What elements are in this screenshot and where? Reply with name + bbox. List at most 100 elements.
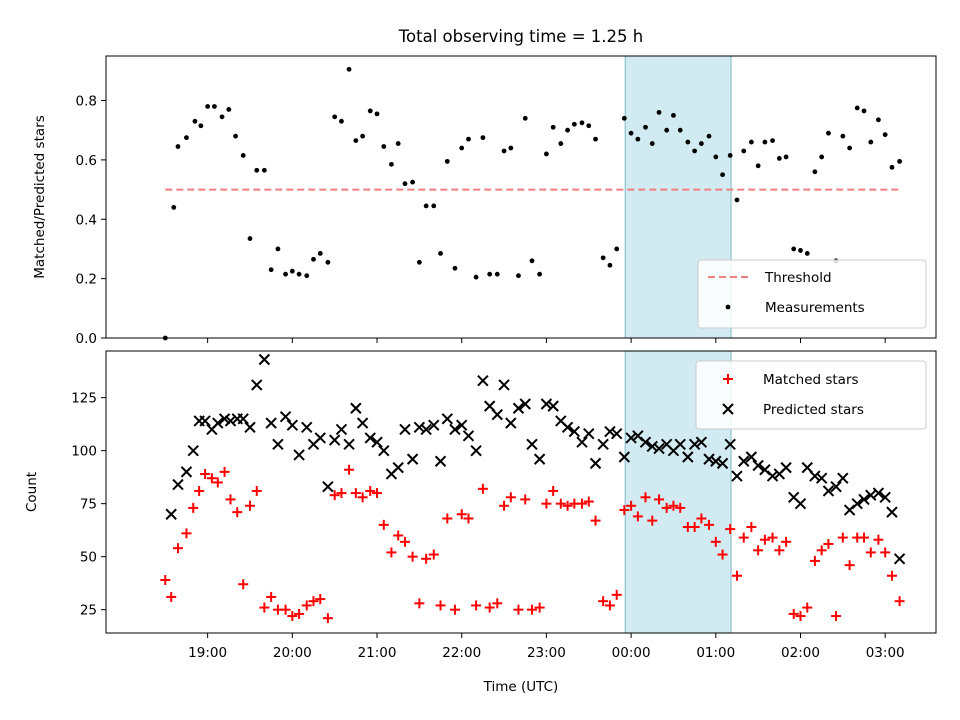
measurement-point bbox=[791, 246, 797, 252]
x-tick-label: 01:00 bbox=[696, 645, 735, 661]
bottom-panel: 25 50 75 100 125 19:00 20:00 21:00 22:00 23:00 00… bbox=[24, 350, 937, 695]
measurement-point bbox=[868, 139, 874, 145]
predicted-stars-point bbox=[710, 455, 722, 467]
predicted-stars-point bbox=[343, 438, 355, 451]
matched-stars-point bbox=[781, 536, 792, 547]
predicted-stars-point bbox=[716, 457, 729, 470]
measurement-point bbox=[389, 161, 394, 167]
predicted-stars-point bbox=[547, 400, 559, 412]
predicted-stars-point bbox=[809, 470, 821, 482]
matched-stars-point bbox=[442, 513, 453, 524]
x-tick-label: 03:00 bbox=[866, 645, 905, 661]
top-legend-box bbox=[697, 259, 927, 329]
top-y-axis: 0.0 0.2 0.4 0.6 0.8 bbox=[76, 94, 106, 347]
top-legend: Threshold Measurements bbox=[697, 259, 927, 329]
measurement-point bbox=[537, 271, 543, 277]
matched-stars-point bbox=[880, 547, 891, 558]
predicted-stars-point bbox=[830, 480, 842, 493]
predicted-stars-point bbox=[420, 423, 432, 436]
measurement-point bbox=[346, 66, 352, 72]
measurement-point bbox=[593, 136, 598, 142]
matched-stars-point bbox=[738, 532, 749, 543]
measurement-point bbox=[544, 151, 549, 157]
measurement-point bbox=[621, 115, 627, 121]
predicted-stars-point bbox=[335, 423, 348, 436]
measurement-point bbox=[317, 251, 323, 256]
bottom-x-axis: 19:00 20:00 21:00 22:00 23:00 00:00 01:00 02:00… bbox=[188, 633, 905, 661]
matched-stars-point bbox=[753, 545, 764, 556]
measurement-point bbox=[416, 259, 422, 265]
measurement-point bbox=[798, 248, 803, 253]
measurement-point bbox=[819, 154, 825, 160]
predicted-stars-point bbox=[519, 398, 531, 410]
matched-stars-point bbox=[399, 536, 410, 547]
matched-stars-point bbox=[194, 485, 205, 496]
matched-stars-point bbox=[725, 524, 736, 535]
measurement-point bbox=[614, 246, 620, 252]
predicted-stars-point bbox=[477, 374, 489, 387]
measurement-point bbox=[586, 123, 592, 129]
predicted-stars-point bbox=[224, 415, 237, 427]
matched-stars-point bbox=[232, 507, 243, 518]
measurement-point bbox=[664, 127, 670, 133]
x-tick-label: 02:00 bbox=[781, 645, 820, 661]
predicted-stars-point bbox=[328, 434, 341, 446]
matched-stars-point bbox=[365, 485, 376, 496]
matched-stars-point bbox=[266, 591, 277, 602]
measurement-point bbox=[516, 273, 521, 279]
measurement-point bbox=[643, 124, 648, 130]
matched-stars-point bbox=[386, 547, 397, 558]
matched-stars-point bbox=[244, 500, 255, 511]
measurement-point bbox=[395, 141, 401, 146]
y-tick-label: 50 bbox=[80, 550, 97, 566]
predicted-stars-point bbox=[610, 427, 623, 440]
measurement-point bbox=[720, 172, 725, 178]
predicted-stars-point bbox=[244, 421, 256, 434]
x-tick-label: 19:00 bbox=[188, 645, 227, 661]
measurement-point bbox=[734, 197, 740, 203]
matched-stars-point bbox=[894, 596, 905, 607]
matched-stars-point bbox=[280, 604, 291, 615]
legend-matched-swatch bbox=[723, 374, 733, 384]
measurement-point bbox=[861, 108, 867, 114]
measurement-point bbox=[628, 130, 634, 136]
matched-stars-point bbox=[788, 608, 799, 619]
predicted-stars-point bbox=[703, 453, 715, 465]
predicted-stars-point bbox=[815, 472, 828, 484]
measurement-point bbox=[219, 114, 225, 120]
legend-predicted-swatch bbox=[722, 403, 734, 415]
measurement-point bbox=[783, 154, 789, 160]
matched-stars-point bbox=[407, 551, 418, 562]
measurement-point bbox=[882, 132, 888, 138]
matched-stars-point bbox=[619, 505, 630, 516]
matched-stars-point bbox=[166, 591, 177, 602]
measurement-point bbox=[410, 179, 415, 185]
measurement-point bbox=[727, 153, 733, 158]
matched-stars-point bbox=[710, 536, 721, 547]
measurement-point bbox=[565, 127, 570, 133]
measurement-point bbox=[473, 274, 479, 280]
predicted-stars-point bbox=[526, 438, 538, 451]
legend-threshold-label: Threshold bbox=[764, 270, 832, 286]
predicted-stars-point bbox=[674, 438, 686, 451]
measurement-point bbox=[431, 203, 437, 209]
measurement-point bbox=[360, 133, 366, 139]
matched-stars-point bbox=[378, 519, 389, 530]
matched-stars-point bbox=[816, 545, 827, 556]
measurement-point bbox=[198, 123, 204, 129]
matched-stars-point bbox=[492, 598, 503, 609]
measurement-point bbox=[522, 115, 528, 121]
measurement-point bbox=[452, 265, 458, 271]
measurement-point bbox=[671, 112, 676, 118]
measurement-point bbox=[741, 148, 747, 154]
matched-stars-point bbox=[604, 600, 615, 611]
predicted-stars-point bbox=[279, 411, 292, 423]
measurement-point bbox=[402, 181, 408, 187]
predicted-stars-point bbox=[187, 444, 199, 457]
measurement-point bbox=[283, 271, 288, 277]
measurement-point bbox=[685, 139, 691, 145]
y-tick-label: 0.4 bbox=[76, 212, 97, 228]
measurement-point bbox=[529, 258, 535, 264]
measurement-point bbox=[268, 267, 274, 273]
